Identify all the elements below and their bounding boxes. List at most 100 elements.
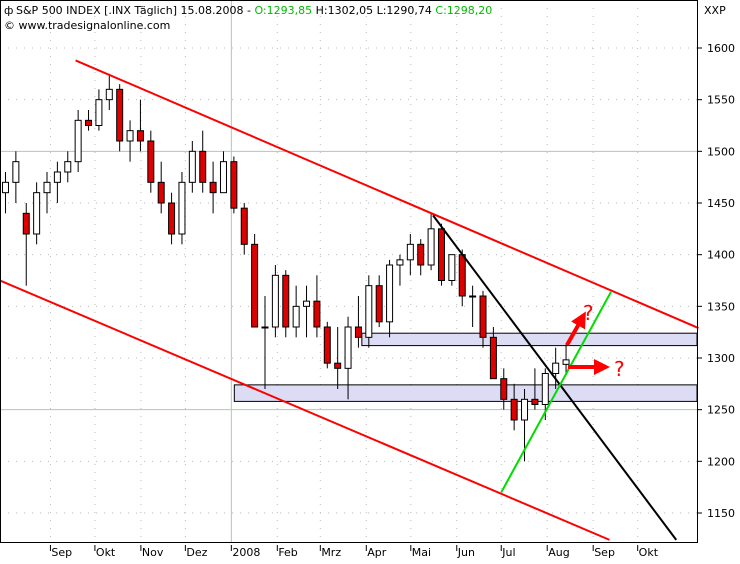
x-tick-label: Jun <box>457 546 475 559</box>
question-mark: ? <box>583 301 594 325</box>
candle-body <box>271 274 279 328</box>
candle-body <box>116 88 124 142</box>
candles <box>1 73 570 462</box>
candle-body <box>64 161 72 173</box>
support-resistance-zones <box>233 332 698 402</box>
x-tick-label: Aug <box>548 546 569 559</box>
candle-body <box>531 398 539 406</box>
candle-body <box>500 378 508 400</box>
candle-body <box>199 150 207 183</box>
x-tick-label: Mai <box>412 546 431 559</box>
y-tick-label: 1500 <box>707 145 735 158</box>
y-axis: 1150 1200 1250 1300 1350 1400 1450 1500 1550 1600 <box>697 42 735 520</box>
candle-body <box>365 285 373 338</box>
x-tick-label: Okt <box>639 546 659 559</box>
candle-body <box>458 254 466 297</box>
channel-lower-line <box>0 279 610 541</box>
candle-body <box>95 99 103 126</box>
candle-body <box>261 326 269 329</box>
candle-body <box>344 326 352 369</box>
y-tick-label: 1350 <box>707 300 735 313</box>
annotations: ?? <box>565 301 625 381</box>
candle-body <box>157 181 165 204</box>
candle-body <box>168 202 176 235</box>
x-tick-label: Feb <box>278 546 297 559</box>
candle-body <box>126 130 134 142</box>
candle-body <box>521 398 529 421</box>
candle-body <box>354 326 362 338</box>
candle-body <box>313 300 321 328</box>
y-tick-label: 1550 <box>707 94 735 107</box>
x-tick-label: Okt <box>96 546 116 559</box>
x-tick-label: 2008 <box>232 546 260 559</box>
x-tick-label: Sep <box>51 546 72 559</box>
source-credit: © www.tradesignalonline.com <box>4 19 170 32</box>
candle-body <box>510 398 518 421</box>
candle-body <box>552 362 560 374</box>
candle-body <box>448 254 456 282</box>
candle-body <box>437 228 445 281</box>
x-axis: Sep Okt Nov Dez 2008 Feb Mrz Apr Mai Jun Jul Aug Sep… <box>49 545 659 559</box>
uptrend-line <box>500 291 612 493</box>
price-zone <box>233 384 698 402</box>
header-symbol-icon: ф <box>4 4 13 17</box>
x-tick-label: Sep <box>594 546 615 559</box>
x-tick-label: Mrz <box>321 546 341 559</box>
x-tick-label: Nov <box>142 546 164 559</box>
candle-body <box>1 181 9 194</box>
axis-tag: XXP <box>704 4 726 17</box>
arrow-up-icon <box>565 311 586 346</box>
candle-body <box>334 362 342 369</box>
candle-body <box>251 243 259 328</box>
candle-body <box>53 171 61 183</box>
candle-body <box>136 130 144 142</box>
candle-body <box>209 181 217 194</box>
y-tick-label: 1600 <box>707 42 735 55</box>
header-symbol: S&P 500 INDEX [.INX Täglich] 15.08.2008 … <box>16 4 492 17</box>
question-mark: ? <box>614 357 625 381</box>
candle-body <box>12 161 20 183</box>
candle-body <box>562 359 570 365</box>
channel-upper-line <box>75 59 699 329</box>
x-tick-label: Apr <box>367 546 387 559</box>
candle-body <box>303 300 311 307</box>
candle-body <box>219 161 227 194</box>
candle-body <box>292 305 300 328</box>
y-tick-label: 1300 <box>707 352 735 365</box>
candle-body <box>230 161 238 209</box>
x-tick-label: Dez <box>186 546 207 559</box>
candle-body <box>541 373 549 405</box>
candle-body <box>479 295 487 338</box>
candle-body <box>147 140 155 183</box>
candle-body <box>188 150 196 183</box>
candle-body <box>469 295 477 298</box>
candle-body <box>427 228 435 266</box>
candle-body <box>178 181 186 235</box>
y-tick-label: 1200 <box>707 455 735 468</box>
y-tick-label: 1250 <box>707 404 735 417</box>
y-tick-label: 1150 <box>707 507 735 520</box>
plot-frame <box>0 0 698 543</box>
chart-header: ф S&P 500 INDEX [.INX Täglich] 15.08.200… <box>4 4 492 32</box>
candle-body <box>282 274 290 328</box>
candle-body <box>33 192 41 235</box>
candle-body <box>85 119 93 127</box>
candle-body <box>22 212 30 235</box>
candle-body <box>240 207 248 245</box>
candle-body <box>43 181 51 194</box>
y-tick-label: 1400 <box>707 249 735 262</box>
candle-body <box>74 119 82 163</box>
downtrend-line <box>432 214 678 541</box>
x-tick-label: Jul <box>501 546 515 559</box>
y-tick-label: 1450 <box>707 197 735 210</box>
candle-body <box>489 336 497 380</box>
candle-body <box>375 285 383 323</box>
candle-body <box>406 243 414 261</box>
candle-body <box>396 259 404 266</box>
candle-body <box>105 88 113 101</box>
candle-body <box>417 243 425 266</box>
grid <box>0 0 697 543</box>
candle-body <box>323 326 331 364</box>
trend-lines <box>0 59 699 541</box>
